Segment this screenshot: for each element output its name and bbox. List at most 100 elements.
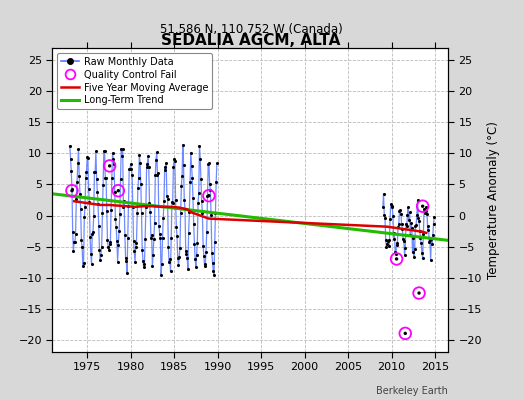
- Point: [183, 254, 191, 261]
- Point: [139, 264, 148, 270]
- Point: [198, 198, 206, 204]
- Point: [195, 143, 204, 149]
- Title: SEDALIA AGCM, ALTA: SEDALIA AGCM, ALTA: [160, 33, 340, 48]
- Point: [185, 209, 193, 215]
- Point: [136, 159, 144, 166]
- Point: [84, 155, 92, 162]
- Point: [151, 172, 159, 178]
- Point: [156, 230, 164, 237]
- Point: [176, 244, 184, 251]
- Point: [401, 330, 409, 336]
- Point: [98, 210, 106, 216]
- Point: [86, 234, 94, 240]
- Point: [129, 238, 138, 244]
- Point: [182, 251, 191, 257]
- Point: [99, 181, 107, 188]
- Point: [181, 206, 189, 212]
- Point: [419, 230, 428, 237]
- Point: [397, 210, 405, 217]
- Point: [208, 250, 216, 256]
- Y-axis label: Temperature Anomaly (°C): Temperature Anomaly (°C): [487, 121, 500, 279]
- Point: [413, 197, 422, 203]
- Point: [149, 252, 157, 258]
- Point: [68, 188, 76, 194]
- Point: [66, 142, 74, 149]
- Point: [395, 221, 403, 228]
- Point: [419, 255, 427, 261]
- Point: [70, 238, 78, 245]
- Point: [69, 248, 78, 254]
- Point: [103, 237, 112, 243]
- Point: [154, 172, 162, 178]
- Point: [414, 215, 422, 222]
- Point: [163, 196, 172, 202]
- Point: [205, 181, 214, 187]
- Point: [399, 236, 407, 242]
- Point: [138, 247, 146, 254]
- Point: [110, 161, 118, 167]
- Point: [393, 242, 401, 248]
- Point: [203, 229, 211, 235]
- Text: 51.586 N, 110.752 W (Canada): 51.586 N, 110.752 W (Canada): [160, 23, 343, 36]
- Point: [168, 199, 176, 205]
- Point: [200, 253, 208, 260]
- Point: [122, 258, 130, 264]
- Point: [422, 208, 431, 215]
- Point: [128, 172, 136, 178]
- Point: [428, 241, 436, 247]
- Point: [93, 189, 102, 195]
- Point: [147, 234, 155, 241]
- Point: [381, 215, 389, 221]
- Point: [401, 330, 409, 336]
- Point: [415, 218, 423, 224]
- Point: [158, 235, 167, 242]
- Point: [379, 191, 388, 197]
- Point: [419, 203, 427, 210]
- Point: [164, 244, 172, 250]
- Point: [118, 153, 126, 160]
- Point: [162, 192, 171, 199]
- Point: [124, 203, 133, 209]
- Point: [92, 175, 101, 182]
- Point: [126, 161, 135, 168]
- Point: [407, 220, 415, 226]
- Point: [88, 231, 96, 237]
- Point: [402, 223, 411, 230]
- Point: [400, 238, 408, 244]
- Point: [159, 214, 168, 221]
- Point: [201, 261, 210, 267]
- Point: [166, 256, 174, 262]
- Point: [409, 235, 418, 242]
- Point: [68, 186, 76, 192]
- Point: [85, 198, 94, 205]
- Point: [104, 244, 112, 250]
- Point: [124, 234, 132, 241]
- Point: [189, 195, 197, 201]
- Point: [196, 155, 204, 162]
- Point: [392, 256, 401, 262]
- Point: [180, 197, 189, 203]
- Point: [123, 270, 131, 276]
- Point: [114, 188, 123, 194]
- Point: [78, 244, 86, 250]
- Point: [425, 239, 433, 246]
- Point: [423, 227, 432, 233]
- Point: [145, 163, 153, 170]
- Point: [411, 222, 420, 229]
- Point: [143, 164, 151, 171]
- Point: [137, 181, 145, 188]
- Point: [425, 237, 434, 243]
- Point: [111, 216, 119, 222]
- Point: [161, 167, 170, 174]
- Point: [79, 262, 87, 269]
- Point: [148, 263, 157, 270]
- Point: [389, 212, 397, 219]
- Point: [150, 236, 158, 242]
- Point: [383, 241, 391, 248]
- Point: [429, 232, 437, 238]
- Point: [120, 198, 128, 204]
- Point: [210, 272, 218, 278]
- Point: [115, 228, 123, 234]
- Point: [389, 236, 398, 242]
- Point: [135, 175, 143, 182]
